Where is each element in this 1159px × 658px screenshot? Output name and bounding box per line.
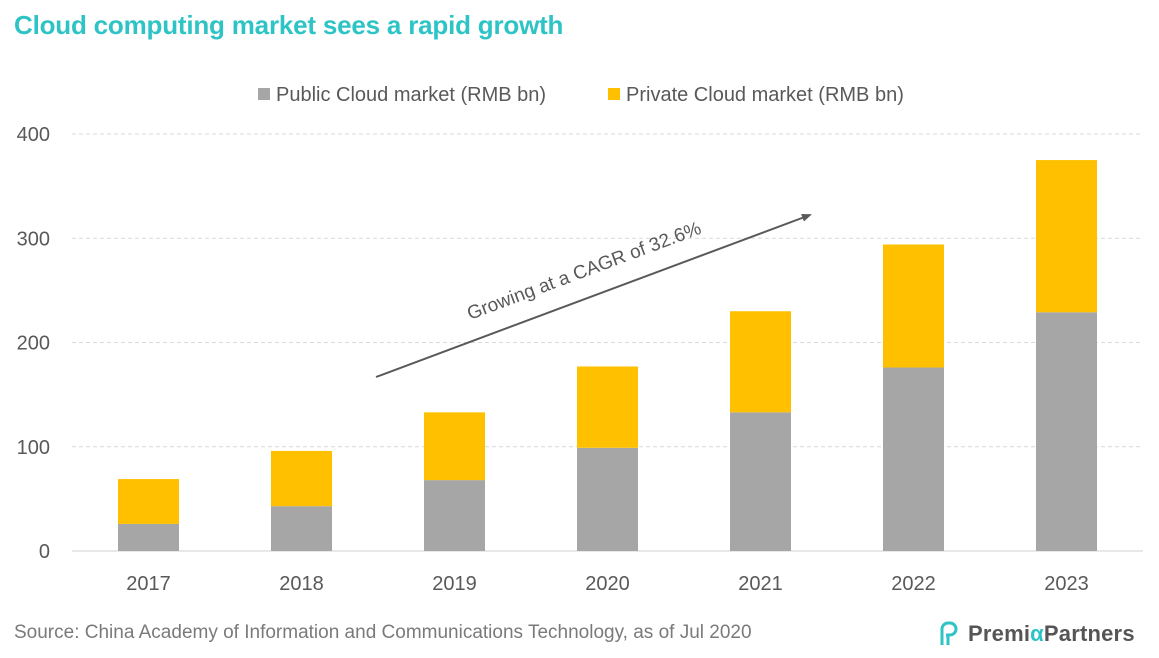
growth-arrow <box>375 214 812 378</box>
bar-private <box>1036 160 1097 313</box>
x-tick-label: 2018 <box>279 573 324 595</box>
legend-label: Public Cloud market (RMB bn) <box>276 84 546 106</box>
chart-title: Cloud computing market sees a rapid grow… <box>14 10 564 40</box>
bar-private <box>730 311 791 413</box>
bar-public <box>577 447 638 551</box>
x-tick-label: 2020 <box>585 573 630 595</box>
y-tick-label: 200 <box>17 333 50 355</box>
y-tick-label: 100 <box>17 437 50 459</box>
x-tick-label: 2017 <box>126 573 171 595</box>
bar-private <box>577 366 638 448</box>
cagr-label: Growing at a CAGR of 32.6% <box>464 218 704 325</box>
legend-swatch <box>608 88 620 100</box>
brand-name: PremiαPartners <box>968 621 1135 646</box>
bar-private <box>883 244 944 368</box>
x-tick-label: 2023 <box>1044 573 1089 595</box>
legend-label: Private Cloud market (RMB bn) <box>626 84 904 106</box>
y-tick-label: 400 <box>17 124 50 146</box>
brand-logo: PremiαPartners <box>938 621 1135 647</box>
pp-logo-icon <box>940 621 958 645</box>
source-note: Source: China Academy of Information and… <box>14 622 752 643</box>
bar-private <box>118 479 179 524</box>
bar-public <box>883 367 944 551</box>
x-axis-ticks: 2017 2018 2019 2020 2021 2022 2023 <box>126 573 1089 595</box>
bar-public <box>1036 312 1097 551</box>
bar-private <box>424 412 485 481</box>
x-tick-label: 2022 <box>891 573 936 595</box>
bar-public <box>271 506 332 551</box>
bar-public <box>424 480 485 551</box>
legend: Public Cloud market (RMB bn) Private Clou… <box>258 84 904 106</box>
y-tick-label: 0 <box>39 541 50 563</box>
bar-public <box>118 523 179 551</box>
y-axis-ticks: 0 100 200 300 400 <box>17 124 50 563</box>
x-tick-label: 2019 <box>432 573 477 595</box>
legend-swatch <box>258 88 270 100</box>
bars <box>118 160 1097 551</box>
y-tick-label: 300 <box>17 228 50 250</box>
bar-public <box>730 412 791 551</box>
bar-private <box>271 450 332 507</box>
x-tick-label: 2021 <box>738 573 783 595</box>
